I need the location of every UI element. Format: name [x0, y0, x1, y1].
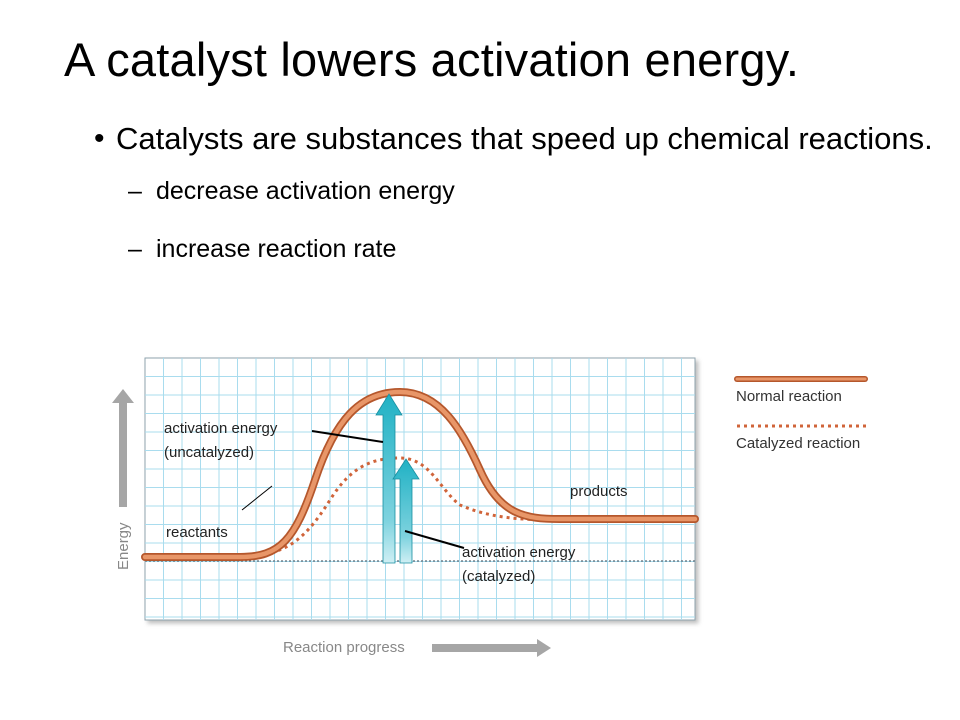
slide-title: A catalyst lowers activation energy.	[64, 33, 800, 86]
y-axis-label: Energy	[115, 522, 132, 570]
sub-bullet-item: – increase reaction rate	[128, 234, 956, 264]
graph-panel	[144, 357, 696, 621]
sub-bullet-item: – decrease activation energy	[128, 176, 956, 206]
uncatalyzed-activation-arrow	[375, 393, 403, 564]
sub-bullet-list: – decrease activation energy – increase …	[128, 176, 956, 264]
leader-line-uncatalyzed	[311, 430, 384, 443]
bullet-text: Catalysts are substances that speed up c…	[116, 121, 933, 156]
label-activation-uncatalyzed: activation energy	[164, 420, 278, 437]
leader-line-reactants	[241, 485, 273, 511]
bullet-item: • Catalysts are substances that speed up…	[94, 120, 956, 158]
sub-bullet-text: increase reaction rate	[156, 235, 397, 263]
bullet-list: • Catalysts are substances that speed up…	[94, 120, 956, 292]
sub-bullet-dash: –	[128, 235, 142, 263]
label-activation-catalyzed: activation energy	[462, 544, 576, 561]
sub-bullet-text: decrease activation energy	[156, 177, 455, 205]
label-products: products	[570, 483, 628, 500]
sub-bullet-dash: –	[128, 177, 142, 205]
normal-reaction-curve	[142, 389, 698, 560]
label-reactants: reactants	[166, 524, 228, 541]
leader-line-catalyzed	[404, 530, 465, 549]
x-axis-arrow-icon	[432, 639, 551, 657]
legend-normal-label: Normal reaction	[736, 388, 842, 405]
label-catalyzed: (catalyzed)	[462, 568, 535, 585]
y-axis-arrow-icon	[112, 389, 134, 507]
bullet-dot: •	[94, 122, 105, 155]
catalyzed-reaction-curve	[229, 456, 561, 560]
catalyzed-activation-arrow	[392, 458, 420, 564]
label-uncatalyzed: (uncatalyzed)	[164, 444, 254, 461]
legend-catalyzed-label: Catalyzed reaction	[736, 435, 860, 452]
x-axis-label: Reaction progress	[283, 639, 405, 656]
